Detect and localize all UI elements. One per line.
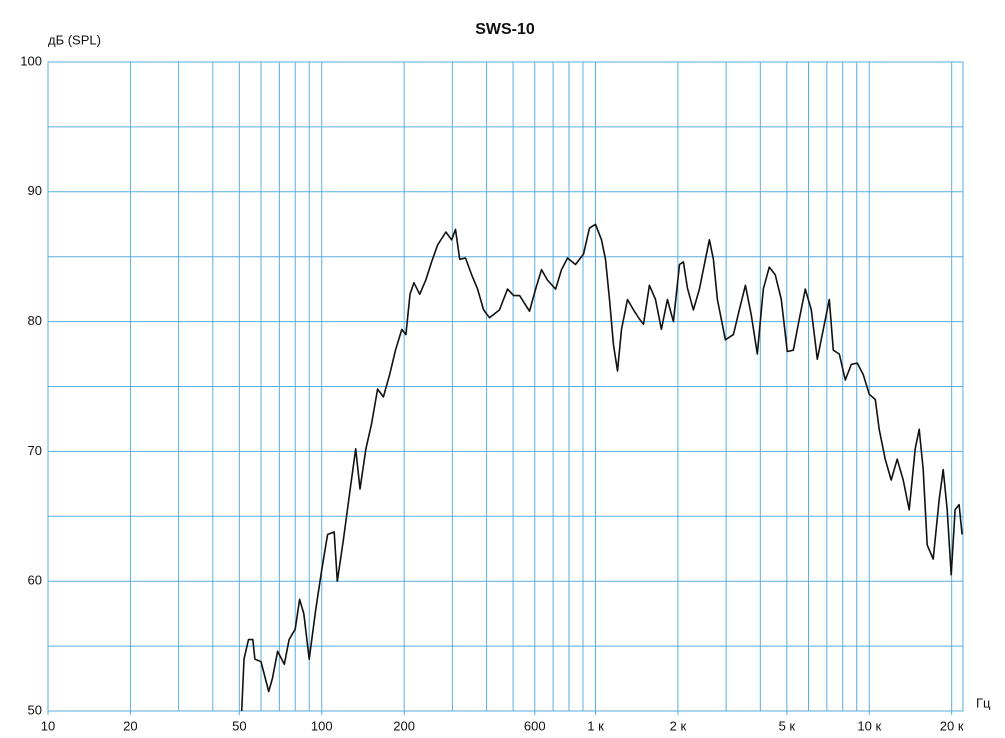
x-tick-label: 5 к [779,718,796,733]
y-tick-label: 80 [28,313,42,328]
y-tick-label: 50 [28,702,42,717]
x-tick-label: 600 [524,718,546,733]
x-tick-label: 200 [393,718,415,733]
x-tick-label: 50 [232,718,246,733]
y-tick-label: 90 [28,183,42,198]
plot-frame [47,61,964,712]
x-tick-label: 10 к [857,718,881,733]
x-tick-label: 20 к [940,718,964,733]
x-tick-label: 1 к [587,718,604,733]
x-tick-label: 100 [311,718,333,733]
response-line [240,223,963,712]
chart-title: SWS-10 [475,21,535,38]
x-tick-label: 20 [123,718,137,733]
y-tick-label: 100 [20,53,42,68]
x-tick-label: 10 [41,718,55,733]
y-tick-label: 60 [28,573,42,588]
x-tick-label: 2 к [670,718,687,733]
x-axis-label: Гц [976,695,991,710]
y-tick-label: 70 [28,443,42,458]
y-axis-label: дБ (SPL) [48,32,101,47]
